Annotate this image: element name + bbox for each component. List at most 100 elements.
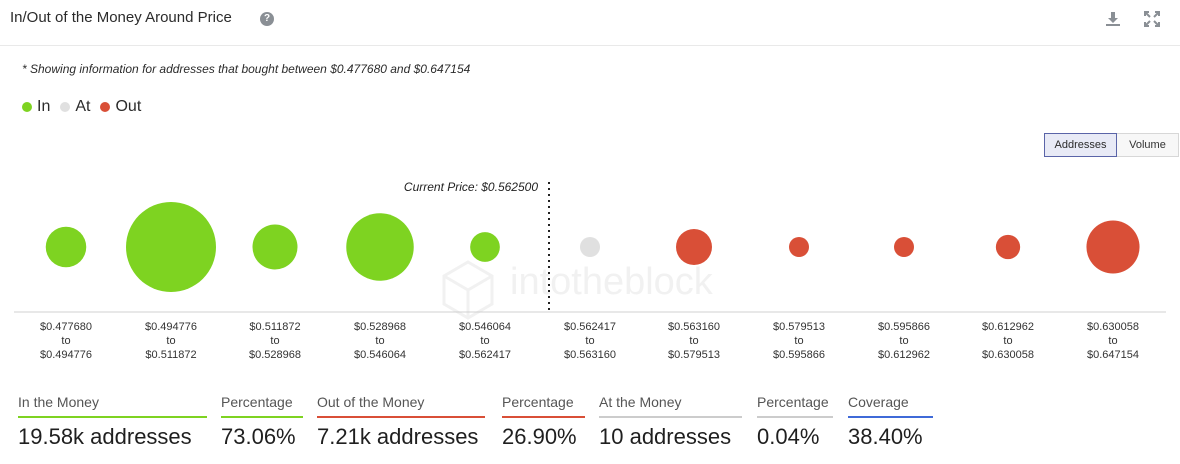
range-label-from: $0.563160 <box>668 321 720 333</box>
stat-block: Percentage 0.04% <box>757 394 833 450</box>
widget-header: In/Out of the Money Around Price ? <box>0 0 1180 46</box>
range-label-from: $0.494776 <box>145 321 197 333</box>
stat-value: 73.06% <box>221 424 296 449</box>
range-label-to: $0.511872 <box>145 349 197 361</box>
bubble-chart: intotheblock Current Price: $0.562500 <box>14 180 1166 320</box>
range-label-connector: to <box>270 335 280 347</box>
legend-dot-in <box>22 102 32 112</box>
range-label-to: $0.528968 <box>249 349 301 361</box>
range-label: $0.528968 to $0.546064 <box>330 320 430 362</box>
legend-label-in: In <box>37 98 51 115</box>
bubble-at[interactable] <box>580 237 600 257</box>
range-label-to: $0.595866 <box>773 349 825 361</box>
stat-value: 38.40% <box>848 424 923 449</box>
expand-icon[interactable] <box>1143 10 1161 28</box>
bubble-out[interactable] <box>894 237 914 257</box>
range-label-from: $0.579513 <box>773 321 825 333</box>
range-label-to: $0.647154 <box>1087 349 1139 361</box>
range-label: $0.562417 to $0.563160 <box>540 320 640 362</box>
stat-value: 0.04% <box>757 424 820 449</box>
stat-block: Percentage 73.06% <box>221 394 303 450</box>
bubble-in[interactable] <box>126 202 216 292</box>
stat-label: At the Money <box>599 394 742 418</box>
download-icon[interactable] <box>1104 10 1122 28</box>
range-label-from: $0.511872 <box>249 321 301 333</box>
current-price-label: Current Price: $0.562500 <box>404 180 538 194</box>
range-label: $0.494776 to $0.511872 <box>121 320 221 362</box>
range-label-from: $0.630058 <box>1087 321 1139 333</box>
range-note: * Showing information for addresses that… <box>22 62 471 76</box>
volume-toggle-button[interactable]: Volume <box>1117 133 1179 157</box>
stat-label: Percentage <box>502 394 585 418</box>
range-label-to: $0.562417 <box>459 349 511 361</box>
bubble-out[interactable] <box>995 234 1021 260</box>
range-label-to: $0.494776 <box>40 349 92 361</box>
bubble-in[interactable] <box>45 226 87 268</box>
question-circle-icon[interactable]: ? <box>260 12 274 26</box>
stat-label: Percentage <box>221 394 303 418</box>
stat-block: Out of the Money 7.21k addresses <box>317 394 485 450</box>
range-label-to: $0.630058 <box>982 349 1034 361</box>
legend: In At Out <box>22 98 141 116</box>
range-label-connector: to <box>899 335 909 347</box>
bubble-out[interactable] <box>1086 220 1140 274</box>
legend-label-at: At <box>75 98 91 115</box>
range-label: $0.563160 to $0.579513 <box>644 320 744 362</box>
watermark-text: intotheblock <box>510 261 714 303</box>
range-label-connector: to <box>1108 335 1118 347</box>
watermark: intotheblock <box>442 260 714 320</box>
bubble-out[interactable] <box>676 229 712 265</box>
range-label-to: $0.612962 <box>878 349 930 361</box>
stat-block: Percentage 26.90% <box>502 394 585 450</box>
stat-label: Percentage <box>757 394 833 418</box>
range-label-connector: to <box>375 335 385 347</box>
widget-title: In/Out of the Money Around Price <box>10 9 232 26</box>
range-label: $0.630058 to $0.647154 <box>1063 320 1163 362</box>
stat-value: 26.90% <box>502 424 577 449</box>
range-label: $0.595866 to $0.612962 <box>854 320 954 362</box>
stat-value: 19.58k addresses <box>18 424 192 449</box>
legend-item-at[interactable]: At <box>60 98 90 116</box>
stats-row: In the Money 19.58k addresses Percentage 73… <box>0 394 1180 464</box>
range-label-connector: to <box>61 335 71 347</box>
range-label-from: $0.546064 <box>459 321 511 333</box>
addresses-toggle-button[interactable]: Addresses <box>1044 133 1117 157</box>
legend-dot-out <box>100 102 111 112</box>
stat-block: At the Money 10 addresses <box>599 394 742 450</box>
stat-label: In the Money <box>18 394 207 418</box>
stat-value: 7.21k addresses <box>317 424 479 449</box>
bubble-in[interactable] <box>470 232 500 262</box>
stat-label: Out of the Money <box>317 394 485 418</box>
legend-item-in[interactable]: In <box>22 98 50 116</box>
range-label-from: $0.477680 <box>40 321 92 333</box>
range-label-connector: to <box>166 335 176 347</box>
bubble-in[interactable] <box>346 213 414 281</box>
range-label-connector: to <box>585 335 595 347</box>
range-label-connector: to <box>1003 335 1013 347</box>
range-label: $0.477680 to $0.494776 <box>16 320 116 362</box>
range-label-connector: to <box>794 335 804 347</box>
range-label-to: $0.579513 <box>668 349 720 361</box>
range-label: $0.612962 to $0.630058 <box>958 320 1058 362</box>
range-label-to: $0.546064 <box>354 349 406 361</box>
range-label-from: $0.562417 <box>564 321 616 333</box>
bubble-out[interactable] <box>789 237 809 257</box>
stat-label: Coverage <box>848 394 933 418</box>
legend-label-out: Out <box>115 98 142 115</box>
range-label-connector: to <box>689 335 699 347</box>
watermark-logo-icon <box>442 260 494 320</box>
range-label: $0.511872 to $0.528968 <box>225 320 325 362</box>
range-label-connector: to <box>480 335 490 347</box>
bubble-in[interactable] <box>252 224 298 270</box>
range-label-from: $0.528968 <box>354 321 406 333</box>
legend-dot-at <box>60 102 71 112</box>
range-label: $0.546064 to $0.562417 <box>435 320 535 362</box>
range-label: $0.579513 to $0.595866 <box>749 320 849 362</box>
range-label-to: $0.563160 <box>564 349 616 361</box>
stat-value: 10 addresses <box>599 424 732 449</box>
stat-block: In the Money 19.58k addresses <box>18 394 207 450</box>
range-label-from: $0.595866 <box>878 321 930 333</box>
legend-item-out[interactable]: Out <box>100 98 141 116</box>
stat-block: Coverage 38.40% <box>848 394 933 450</box>
range-label-from: $0.612962 <box>982 321 1034 333</box>
